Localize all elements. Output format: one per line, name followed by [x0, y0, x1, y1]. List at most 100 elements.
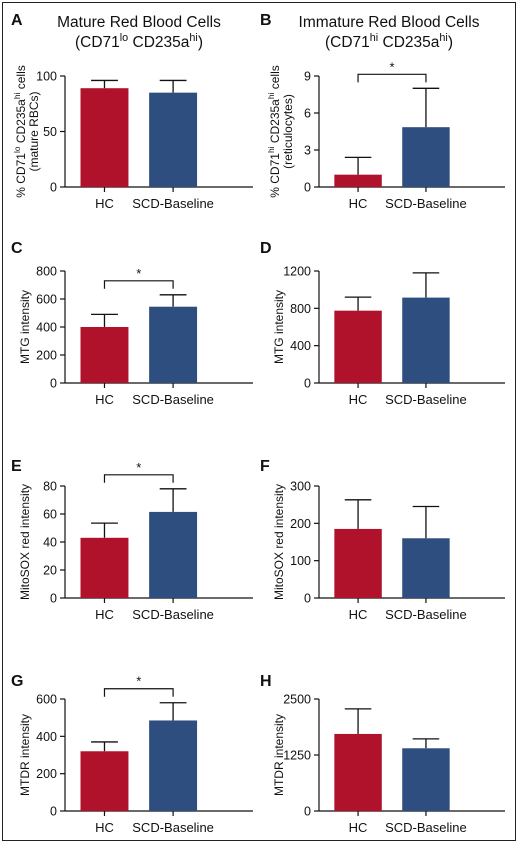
panel-letter: D — [260, 240, 272, 257]
significance-bracket — [103, 280, 174, 289]
bar-scd-baseline — [402, 748, 450, 811]
bar-scd-baseline — [149, 720, 198, 811]
y-tick-label: 9 — [304, 70, 311, 84]
panel-letter: H — [260, 673, 272, 690]
y-axis-label: % CD71hi CD235ahi cells — [266, 65, 282, 197]
bar-hc — [80, 751, 129, 811]
category-label: SCD-Baseline — [132, 196, 214, 211]
y-axis-label: MTG intensity — [272, 290, 286, 364]
y-tick-label: 80 — [43, 480, 57, 494]
y-tick-label: 200 — [290, 517, 311, 531]
y-tick-label: 0 — [304, 592, 311, 606]
y-tick-label: 100 — [36, 70, 57, 84]
column-title-line2: (CD71hi CD235ahi) — [325, 32, 453, 51]
bar-scd-baseline — [402, 297, 450, 383]
y-axis-label: MitoSOX red intensity — [18, 484, 32, 600]
bar-scd-baseline — [402, 127, 450, 187]
y-tick-label: 800 — [290, 302, 311, 316]
y-tick-label: 0 — [50, 181, 57, 195]
category-label: SCD-Baseline — [385, 607, 467, 622]
column-title-line1: Immature Red Blood Cells — [299, 14, 480, 31]
bar-scd-baseline — [149, 92, 198, 187]
column-title-line1: Mature Red Blood Cells — [57, 14, 221, 31]
significance-marker: * — [389, 59, 394, 74]
y-axis-label: MTG intensity — [18, 290, 32, 364]
panel-letter: E — [11, 458, 22, 475]
y-axis-label-line2: (reticulocytes) — [281, 94, 295, 169]
bar-hc — [334, 310, 382, 383]
panel-letter: B — [260, 12, 272, 29]
category-label: HC — [349, 607, 368, 622]
chart-panel-a: A 0 50 100 HC SCD-Baseline % CD71lo CD235ahi c… — [11, 12, 253, 211]
chart-panel-c: C 0 200 400 600 800 HC SCD-Baseline * MTG intensi… — [11, 240, 253, 407]
y-tick-label: 1250 — [283, 749, 311, 763]
y-tick-label: 400 — [290, 339, 311, 353]
y-axis-label: MitoSOX red intensity — [272, 484, 286, 600]
y-tick-label: 800 — [36, 265, 57, 279]
category-label: HC — [95, 392, 114, 407]
significance-bracket — [103, 474, 174, 483]
category-label: SCD-Baseline — [385, 820, 467, 835]
panel-letter: C — [11, 240, 23, 257]
y-tick-label: 1200 — [283, 265, 311, 279]
y-tick-label: 200 — [36, 767, 57, 781]
bar-scd-baseline — [149, 511, 198, 598]
y-tick-label: 60 — [43, 508, 57, 522]
significance-marker: * — [136, 460, 141, 475]
y-axis-label: MTDR intensity — [18, 714, 32, 796]
y-tick-label: 3 — [304, 144, 311, 158]
y-tick-label: 600 — [36, 293, 57, 307]
category-label: HC — [349, 196, 368, 211]
bar-scd-baseline — [402, 538, 450, 598]
category-label: HC — [349, 820, 368, 835]
y-tick-label: 2500 — [283, 693, 311, 707]
significance-bracket — [357, 73, 427, 83]
y-tick-label: 600 — [36, 693, 57, 707]
bar-hc — [334, 733, 382, 811]
category-label: HC — [349, 392, 368, 407]
significance-marker: * — [136, 266, 141, 281]
y-tick-label: 400 — [36, 730, 57, 744]
category-label: SCD-Baseline — [132, 607, 214, 622]
bar-hc — [80, 537, 129, 598]
y-tick-label: 0 — [304, 805, 311, 819]
y-axis-label-line2: (mature RBCs) — [27, 91, 41, 171]
bar-hc — [80, 88, 129, 187]
y-tick-label: 100 — [290, 554, 311, 568]
category-label: SCD-Baseline — [385, 196, 467, 211]
y-tick-label: 40 — [43, 536, 57, 550]
chart-panel-h: H 0 1250 2500 HC SCD-Baseline MTDR intensity — [260, 673, 505, 835]
y-tick-label: 50 — [43, 125, 57, 139]
panel-letter: A — [11, 12, 23, 29]
y-tick-label: 400 — [36, 321, 57, 335]
y-tick-label: 0 — [50, 592, 57, 606]
bar-scd-baseline — [149, 306, 198, 383]
chart-panel-g: G 0 200 400 600 HC SCD-Baseline * MTDR intensity — [11, 673, 253, 835]
bar-hc — [334, 174, 382, 187]
y-axis-label: MTDR intensity — [272, 714, 286, 796]
panel-letter: F — [260, 458, 270, 475]
chart-panel-b: B 0 3 6 9 HC SCD-Baseline * % CD71hi CD235ahi ce… — [260, 12, 505, 211]
significance-bracket — [103, 688, 174, 697]
significance-marker: * — [136, 674, 141, 689]
y-tick-label: 0 — [50, 805, 57, 819]
figure-frame: Mature Red Blood Cells (CD71lo CD235ahi) I… — [2, 2, 516, 841]
chart-panel-e: E 0 20 40 60 80 HC SCD-Baseline * MitoSOX red int… — [11, 458, 253, 622]
bar-hc — [334, 528, 382, 598]
category-label: SCD-Baseline — [385, 392, 467, 407]
y-axis-label: % CD71lo CD235ahi cells — [12, 65, 28, 197]
category-label: SCD-Baseline — [132, 392, 214, 407]
panel-letter: G — [11, 673, 23, 690]
y-tick-label: 0 — [304, 377, 311, 391]
y-tick-label: 300 — [290, 480, 311, 494]
y-tick-label: 20 — [43, 564, 57, 578]
y-tick-label: 0 — [50, 377, 57, 391]
y-tick-label: 6 — [304, 107, 311, 121]
chart-panel-d: D 0 400 800 1200 HC SCD-Baseline MTG intensity — [260, 240, 505, 407]
y-tick-label: 0 — [304, 181, 311, 195]
category-label: SCD-Baseline — [132, 820, 214, 835]
category-label: HC — [95, 820, 114, 835]
bar-hc — [80, 327, 129, 383]
category-label: HC — [95, 196, 114, 211]
y-tick-label: 200 — [36, 349, 57, 363]
